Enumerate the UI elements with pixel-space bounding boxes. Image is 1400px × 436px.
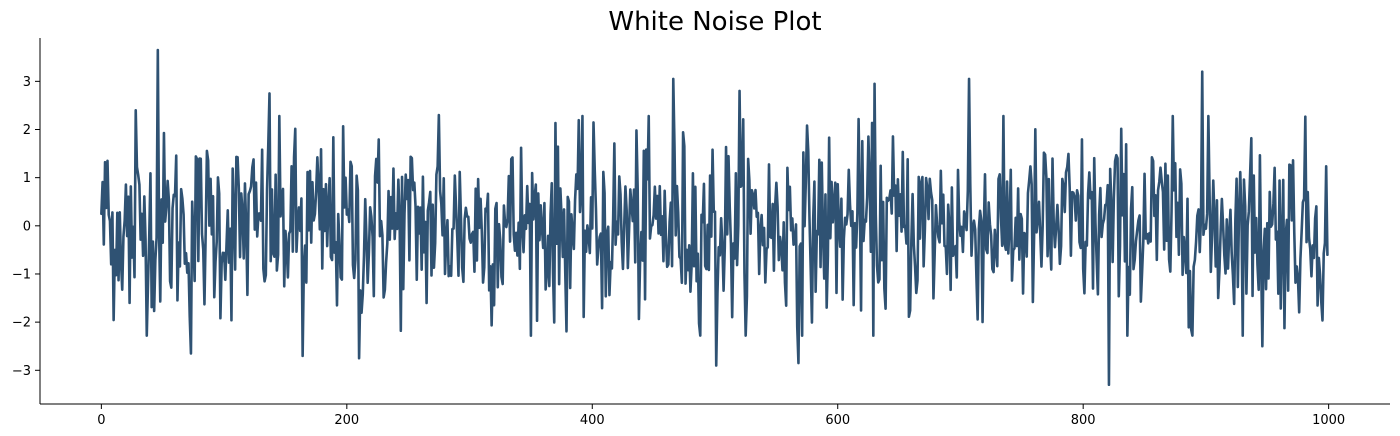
y-tick-label: 1 xyxy=(23,171,31,186)
series-line-0 xyxy=(100,48,1329,387)
x-tick-label: 800 xyxy=(1071,413,1096,428)
x-axis-ticks: 0 200 400 600 800 1000 xyxy=(97,404,1345,428)
y-tick-label: 0 xyxy=(23,219,31,234)
x-tick-label: 1000 xyxy=(1312,413,1345,428)
y-tick-label: −3 xyxy=(12,364,31,379)
x-tick-label: 200 xyxy=(334,413,359,428)
chart-title: White Noise Plot xyxy=(608,7,821,37)
x-tick-label: 600 xyxy=(825,413,850,428)
plot-area xyxy=(100,48,1329,387)
x-tick-label: 0 xyxy=(97,413,105,428)
y-tick-label: 2 xyxy=(23,123,31,138)
y-tick-label: −2 xyxy=(12,316,31,331)
y-tick-label: 3 xyxy=(23,75,31,90)
y-axis-ticks: −3 −2 −1 0 1 2 3 xyxy=(12,75,40,379)
x-tick-label: 400 xyxy=(580,413,605,428)
y-tick-label: −1 xyxy=(12,267,31,282)
